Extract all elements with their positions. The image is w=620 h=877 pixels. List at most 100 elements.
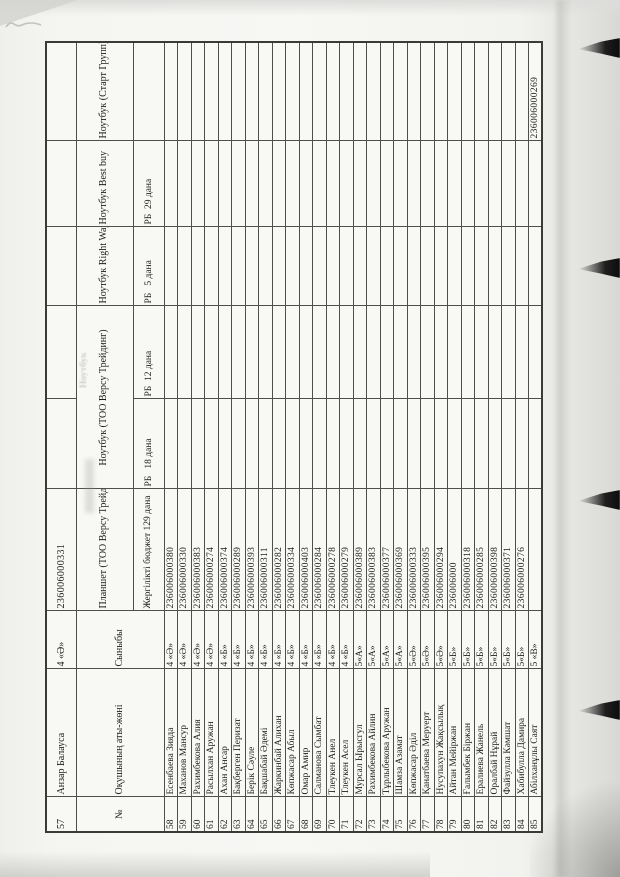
cell-laptop-start: 236006000269 [528, 42, 542, 141]
subheader-start-grupp-empty [133, 42, 164, 141]
student-row: 61 Расылхан Аружан 4 «Ә» 236006000274 [204, 42, 218, 832]
cell-tablet-serial: 236006000284 [312, 489, 326, 611]
cell-laptop-start [420, 42, 434, 141]
student-row: 58 Есенбаева Зияда 4 «Ә» 236006000380 [164, 42, 178, 832]
cell-laptop-start [380, 42, 394, 141]
cell-laptop-rightway [461, 227, 475, 306]
cell-laptop-rightway [407, 227, 421, 306]
cell-class: 4 «Б» [339, 611, 353, 669]
cell-laptop-rightway [501, 227, 515, 306]
cell-class: 5«Б» [501, 611, 515, 669]
student-row: 79 Айтан Мейіржан 5«Б» 236006000 [447, 42, 461, 832]
cell-laptop-rightway [380, 227, 394, 306]
cell-no: 71 [339, 797, 353, 832]
cell-laptop-rightway [218, 227, 232, 306]
student-row: 81 Ералиева Жанель 5«Б» 236006000285 [474, 42, 488, 832]
student-row: 80 Ғалымбек Біржан 5«Б» 236006000318 [461, 42, 475, 832]
cell-student-name: Ғалымбек Біржан [461, 669, 475, 797]
cell-laptop-bestbuy [447, 141, 461, 227]
cell-laptop-start [312, 42, 326, 141]
student-row: 65 Бақшабай Әдемі 4 «Б» 236006000311 [258, 42, 272, 832]
cell-class: 5«А» [380, 611, 394, 669]
cell-laptop-versu-12 [407, 306, 421, 399]
scan-bottom-shadow [0, 851, 430, 877]
student-row: 77 Қанатбаева Меруерт 5«Ә» 236006000395 [420, 42, 434, 832]
cell-laptop-start [164, 42, 178, 141]
student-device-table: 57 Анзар Балауса 4 «Ә» 236006000331 № Оқ… [45, 41, 543, 833]
cell-laptop-bestbuy [245, 141, 259, 227]
cell-laptop-rightway [299, 227, 313, 306]
cell-student-name: Нусупахун Жақсылық [434, 669, 448, 797]
cell-laptop-versu-18 [299, 399, 313, 489]
cell-laptop-bestbuy [407, 141, 421, 227]
cell-tablet-serial: 236006000311 [258, 489, 272, 611]
cell-laptop-versu-12 [447, 306, 461, 399]
cell-tablet-serial: 236006000398 [488, 489, 502, 611]
cell-laptop-bestbuy [420, 141, 434, 227]
cell-student-name: Файзулла Кәмшат [501, 669, 515, 797]
cell-laptop-versu-12 [393, 306, 407, 399]
col-header-student-name: Оқушының аты-жөні [76, 669, 164, 797]
cell-class: 5 «В» [528, 611, 542, 669]
cell-tablet-serial: 236006000371 [501, 489, 515, 611]
cell-laptop-rightway [515, 227, 529, 306]
cell-laptop-bestbuy [353, 141, 367, 227]
cell-laptop-versu-12 [353, 306, 367, 399]
cell-laptop-versu-12 [258, 306, 272, 399]
cell-no: 84 [515, 797, 529, 832]
carryover-row-57: 57 Анзар Балауса 4 «Ә» 236006000331 [46, 42, 76, 832]
cell-tablet-serial: 236006000374 [218, 489, 232, 611]
cell-laptop-versu-12 [46, 306, 76, 399]
cell-student-name: Жаркинбай Алихан [272, 669, 286, 797]
cell-tablet-serial: 236006000318 [461, 489, 475, 611]
cell-class: 4 «Ә» [204, 611, 218, 669]
cell-class: 5«А» [393, 611, 407, 669]
cell-tablet-serial: 236006000395 [420, 489, 434, 611]
cell-no: 65 [258, 797, 272, 832]
cell-student-name: Ералиева Жанель [474, 669, 488, 797]
cell-tablet-serial: 236006000333 [407, 489, 421, 611]
cell-student-name: Бақшабай Әдемі [258, 669, 272, 797]
cell-tablet-serial: 236006000289 [231, 489, 245, 611]
cell-student-name: Маханов Мансур [177, 669, 191, 797]
cell-laptop-bestbuy [231, 141, 245, 227]
student-row: 70 Тлеукен Анел 4 «Б» 236006000278 [326, 42, 340, 832]
cell-laptop-rightway [312, 227, 326, 306]
cell-laptop-versu-12 [461, 306, 475, 399]
student-row: 83 Файзулла Кәмшат 5«Б» 236006000371 [501, 42, 515, 832]
cell-no: 77 [420, 797, 434, 832]
cell-laptop-versu-18 [245, 399, 259, 489]
cell-laptop-versu-18 [46, 399, 76, 489]
cell-laptop-bestbuy [204, 141, 218, 227]
cell-laptop-versu-18 [366, 399, 380, 489]
cell-laptop-versu-12 [285, 306, 299, 399]
cell-laptop-bestbuy [380, 141, 394, 227]
cell-tablet-serial: 236006000369 [393, 489, 407, 611]
col-header-tablet-versu: Планшет (ТОО Версу Трейдинг) [76, 489, 133, 611]
cell-laptop-versu-12 [299, 306, 313, 399]
cell-student-name: Көпжасар Әділ [407, 669, 421, 797]
cell-class: 4 «Б» [285, 611, 299, 669]
col-header-laptop-versu: Ноутбук (ТОО Версу Трейдинг) [76, 306, 133, 489]
cell-tablet-serial: 236006000 [447, 489, 461, 611]
cell-class: 4 «Б» [231, 611, 245, 669]
cell-student-name: Шамза Азамат [393, 669, 407, 797]
cell-laptop-rightway [164, 227, 178, 306]
cell-laptop-rightway [393, 227, 407, 306]
cell-laptop-start [191, 42, 205, 141]
student-row: 76 Көпжасар Әділ 5«Ә» 236006000333 [407, 42, 421, 832]
cell-laptop-start [461, 42, 475, 141]
cell-laptop-rightway [177, 227, 191, 306]
cell-no: 63 [231, 797, 245, 832]
student-row: 62 Ахан Ансар 4 «Б» 236006000374 [218, 42, 232, 832]
cell-no: 79 [447, 797, 461, 832]
cell-laptop-versu-18 [312, 399, 326, 489]
cell-laptop-start [488, 42, 502, 141]
cell-laptop-versu-12 [474, 306, 488, 399]
cell-laptop-versu-12 [339, 306, 353, 399]
cell-laptop-start [285, 42, 299, 141]
cell-tablet-serial: 236006000383 [191, 489, 205, 611]
cell-student-name: Тлеукен Анел [326, 669, 340, 797]
cell-class: 4 «Ә» [191, 611, 205, 669]
student-row: 74 Тұрлыбекова Аружан 5«А» 236006000377 [380, 42, 394, 832]
